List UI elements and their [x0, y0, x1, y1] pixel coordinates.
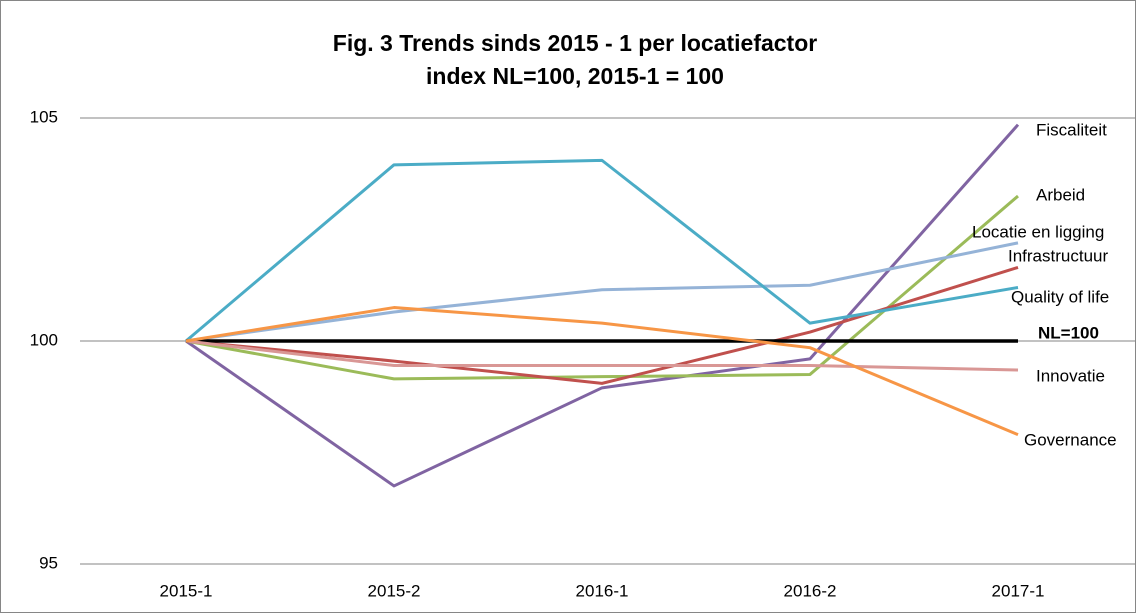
line-series — [185, 158, 1019, 343]
line-series — [185, 241, 1019, 343]
line-series — [185, 123, 1020, 488]
x-tick-label: 2016-1 — [576, 581, 629, 600]
x-tick-label: 2016-2 — [784, 581, 837, 600]
y-tick-label: 100 — [30, 330, 58, 349]
series-label: Infrastructuur — [1008, 246, 1108, 265]
series-label: Quality of life — [1011, 287, 1109, 306]
series-label: Locatie en ligging — [972, 222, 1104, 241]
x-tick-label: 2017-1 — [992, 581, 1045, 600]
x-tick-label: 2015-1 — [160, 581, 213, 600]
series-label: Governance — [1024, 430, 1117, 449]
chart-title: Fig. 3 Trends sinds 2015 - 1 per locatie… — [333, 30, 817, 56]
series-label: Arbeid — [1036, 185, 1085, 204]
series-label: NL=100 — [1038, 323, 1099, 342]
line-series — [185, 194, 1019, 381]
x-tick-label: 2015-2 — [368, 581, 421, 600]
line-series — [185, 339, 1019, 372]
y-tick-label: 105 — [30, 107, 58, 126]
series-label: Innovatie — [1036, 366, 1105, 385]
chart-subtitle: index NL=100, 2015-1 = 100 — [426, 63, 724, 89]
series-label: Fiscaliteit — [1036, 120, 1107, 139]
y-tick-label: 95 — [39, 553, 58, 572]
line-series — [185, 306, 1019, 437]
